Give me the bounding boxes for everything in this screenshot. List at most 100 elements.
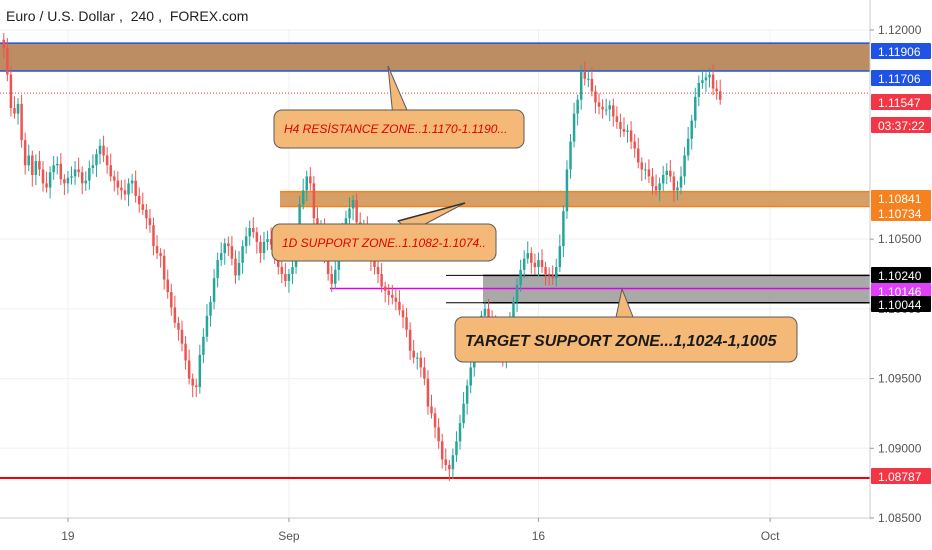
candle-body: [697, 82, 701, 97]
candle-body: [330, 274, 333, 284]
price-badge-label: 1.10841: [878, 192, 922, 206]
candle-body: [694, 96, 697, 121]
candle-body: [262, 241, 266, 254]
candle-body: [348, 208, 351, 219]
candle-body: [127, 183, 130, 195]
candle-body: [405, 317, 408, 330]
candle-body: [205, 315, 209, 337]
candle-body: [644, 169, 647, 171]
candle-body: [551, 275, 554, 279]
price-badge: [871, 468, 931, 484]
candle-body: [544, 267, 547, 274]
candle-body: [2, 39, 6, 49]
candle-body: [56, 163, 59, 166]
candle-body: [522, 258, 526, 270]
candle-body: [665, 170, 668, 176]
candle-body: [526, 253, 529, 259]
candle-body: [651, 176, 654, 187]
candle-body: [223, 243, 227, 254]
price-tick-label: 1.09500: [878, 372, 922, 386]
time-tick-label: 19: [61, 529, 75, 543]
candle-body: [102, 145, 105, 156]
candle-body: [576, 99, 579, 114]
candle-body: [255, 232, 259, 242]
price-tick-label: 1.08500: [878, 511, 922, 525]
candle-body: [113, 176, 116, 181]
candle-body: [16, 103, 20, 114]
price-badge-label: 1.08787: [878, 470, 922, 484]
candle-body: [376, 267, 380, 274]
time-tick-label: Oct: [761, 529, 780, 543]
candle-body: [558, 246, 562, 268]
price-badge-label: 1.11906: [878, 45, 921, 59]
candle-body: [483, 308, 487, 316]
price-badge-label: 1.10044: [878, 298, 922, 312]
candle-body: [170, 292, 173, 308]
candle-body: [284, 274, 287, 281]
candle-body: [394, 297, 398, 302]
candle-body: [718, 91, 722, 100]
candle-body: [20, 103, 23, 141]
target-support-label: TARGET SUPPORT ZONE...1,1024-1,1005: [465, 333, 778, 350]
candle-body: [658, 183, 661, 191]
candle-body: [145, 209, 148, 219]
candle-body: [711, 74, 715, 89]
price-badge-label: 1.11706: [878, 72, 921, 86]
candle-body: [219, 253, 223, 261]
candle-body: [244, 236, 248, 247]
candle-body: [137, 195, 141, 205]
price-tick-label: 1.12000: [878, 23, 922, 37]
candle-body: [312, 183, 316, 219]
candle-body: [579, 71, 583, 100]
h4-resistance-label: H4 RESİSTANCE ZONE..1.1170-1.1190...: [284, 122, 507, 136]
interval-label: 240: [130, 8, 155, 24]
price-badge: [871, 43, 931, 59]
candle-body: [451, 455, 455, 470]
candle-body: [383, 286, 387, 291]
candle-body: [515, 285, 519, 302]
candle-body: [626, 130, 629, 132]
candle-body: [380, 274, 383, 287]
candle-body: [202, 336, 205, 355]
candle-body: [608, 105, 611, 110]
candle-body: [134, 180, 137, 196]
candle-body: [41, 169, 45, 184]
candle-body: [629, 130, 633, 142]
candle-body: [465, 385, 469, 404]
symbol-name: Euro / U.S. Dollar: [6, 8, 115, 24]
candle-body: [355, 200, 358, 223]
candle-body: [195, 385, 198, 387]
candle-body: [547, 274, 551, 276]
candle-body: [704, 77, 708, 81]
h4-resistance-zone: [0, 43, 870, 71]
time-tick-label: 16: [532, 529, 546, 543]
candle-body: [216, 260, 219, 279]
candle-body: [594, 91, 597, 103]
chart-header: Euro / U.S. Dollar, 240, FOREX.com: [6, 8, 249, 24]
candle-body: [73, 169, 77, 177]
candle-body: [519, 269, 522, 286]
candle-body: [162, 255, 166, 280]
candle-body: [159, 253, 162, 256]
time-axis-bg: [0, 518, 870, 550]
candle-body: [351, 200, 355, 209]
price-badge-label: 03:37:22: [878, 119, 925, 133]
candle-body: [105, 155, 109, 166]
candle-body: [604, 109, 608, 111]
candle-body: [120, 187, 123, 191]
candle-body: [426, 378, 430, 407]
candle-body: [234, 258, 237, 276]
price-badge: [871, 94, 931, 110]
candle-body: [230, 246, 234, 259]
candle-body: [419, 357, 423, 368]
candle-body: [423, 367, 426, 379]
candle-body: [269, 239, 273, 245]
candle-body: [6, 48, 9, 75]
candle-body: [533, 262, 537, 268]
1d-callout-line: [397, 202, 466, 222]
price-badge-label: 1.10734: [878, 207, 922, 221]
candle-body: [152, 225, 155, 247]
candle-body: [437, 427, 440, 442]
